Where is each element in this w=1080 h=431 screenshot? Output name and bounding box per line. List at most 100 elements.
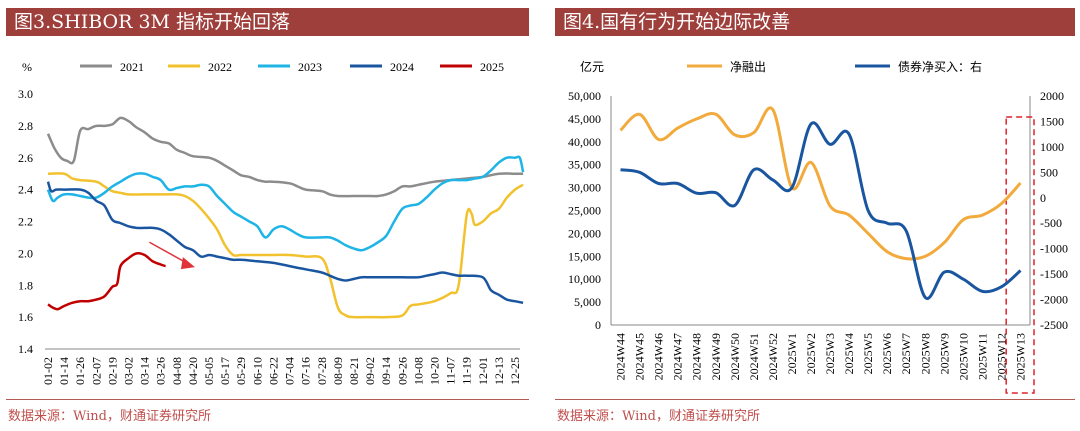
x-tick-label: 2024W44 xyxy=(614,333,628,380)
legend-label-2022: 2022 xyxy=(208,60,232,74)
left-y-tick-label: 20,000 xyxy=(568,226,601,240)
x-tick-label: 12-25 xyxy=(508,357,522,385)
right-y-tick-label: -2000 xyxy=(1040,293,1068,307)
y-tick-label: 2.4 xyxy=(18,183,33,197)
legend-label-bond-buying: 债券净买入：右 xyxy=(898,59,982,74)
x-tick-label: 2025W13 xyxy=(1013,333,1027,380)
x-tick-label: 11-19 xyxy=(460,357,474,385)
x-tick-label: 08-21 xyxy=(347,357,361,385)
series-line-2022 xyxy=(47,172,524,319)
x-tick-label: 2025W2 xyxy=(804,333,818,374)
x-tick-label: 05-29 xyxy=(234,357,248,385)
right-footer-rule xyxy=(555,399,1075,400)
x-tick-label: 2024W48 xyxy=(690,333,704,380)
x-tick-label: 2025W12 xyxy=(994,333,1008,380)
left-y-tick-label: 5,000 xyxy=(574,295,601,309)
x-tick-label: 2025W3 xyxy=(823,333,837,374)
left-y-tick-label: 15,000 xyxy=(568,249,601,263)
left-y-tick-label: 0 xyxy=(595,318,601,332)
x-tick-label: 2025W1 xyxy=(785,333,799,374)
right-y-tick-label: 500 xyxy=(1040,165,1058,179)
x-tick-label: 2025W8 xyxy=(918,333,932,374)
x-tick-label: 2024W47 xyxy=(671,333,685,380)
highlight-box xyxy=(1005,116,1035,394)
x-tick-label: 07-28 xyxy=(315,357,329,385)
legend-label-2021: 2021 xyxy=(120,60,144,74)
x-tick-label: 2025W11 xyxy=(975,333,989,380)
right-source-note: 数据来源：Wind，财通证券研究所 xyxy=(557,409,760,424)
y-tick-label: 2.2 xyxy=(18,215,33,229)
x-tick-label: 10-20 xyxy=(427,357,441,385)
y-tick-label: 2.0 xyxy=(18,246,33,260)
x-tick-label: 08-09 xyxy=(331,357,345,385)
x-tick-label: 02-07 xyxy=(89,357,103,385)
x-tick-label: 02-19 xyxy=(105,357,119,385)
x-tick-label: 09-26 xyxy=(395,357,409,385)
y-tick-label: 1.8 xyxy=(18,278,33,292)
left-y-tick-label: 30,000 xyxy=(568,181,601,195)
x-tick-label: 03-26 xyxy=(154,357,168,385)
state-bank-behavior-chart: 亿元 0 5,000 10,000 15,000 20,000 25,000 30,000 35… xyxy=(568,59,1068,394)
x-tick-label: 01-14 xyxy=(57,357,71,385)
x-tick-label: 2025W6 xyxy=(880,333,894,374)
series-line-net-lending xyxy=(619,106,1022,261)
right-y-tick-label: -1000 xyxy=(1040,242,1068,256)
left-y-tick-label: 25,000 xyxy=(568,204,601,218)
x-tick-label: 2025W7 xyxy=(899,333,913,374)
x-tick-label: 2024W49 xyxy=(709,333,723,380)
left-panel-title: 图3.SHIBOR 3M 指标开始回落 xyxy=(6,8,529,36)
x-tick-label: 2024W45 xyxy=(633,333,647,380)
x-tick-label: 10-08 xyxy=(411,357,425,385)
y-tick-label: 3.0 xyxy=(18,87,33,101)
left-source-note: 数据来源：Wind，财通证券研究所 xyxy=(8,409,211,424)
series-line-bond-buying xyxy=(620,121,1022,301)
x-tick-label: 12-13 xyxy=(492,357,506,385)
left-y-tick-label: 50,000 xyxy=(568,89,601,103)
x-tick-label: 06-22 xyxy=(266,357,280,385)
x-tick-label: 05-05 xyxy=(202,357,216,385)
y-tick-label: 1.4 xyxy=(18,342,33,356)
series-line-2025 xyxy=(47,251,166,311)
left-axis-unit: 亿元 xyxy=(580,59,604,74)
left-y-tick-label: 40,000 xyxy=(568,135,601,149)
x-tick-label: 07-04 xyxy=(283,357,297,385)
x-tick-label: 2025W4 xyxy=(842,333,856,374)
x-tick-label: 03-14 xyxy=(138,357,152,385)
right-y-tick-label: -500 xyxy=(1040,216,1062,230)
x-tick-label: 2024W46 xyxy=(652,333,666,380)
right-panel-title: 图4.国有行为开始边际改善 xyxy=(555,8,1075,36)
x-tick-label: 01-26 xyxy=(73,357,87,385)
right-y-tick-label: 2000 xyxy=(1040,89,1064,103)
x-tick-label: 05-17 xyxy=(218,357,232,385)
trend-arrow-head xyxy=(180,257,195,270)
x-tick-label: 06-10 xyxy=(250,357,264,385)
shibor-line-chart: % 1.4 1.6 1.8 2.0 2.2 2.4 2.6 2.8 3.0 01-02 01-14 01… xyxy=(18,60,525,385)
legend-label-2024: 2024 xyxy=(390,60,414,74)
legend-label-net-lending: 净融出 xyxy=(730,60,766,74)
left-y-tick-label: 35,000 xyxy=(568,158,601,172)
x-tick-label: 04-08 xyxy=(170,357,184,385)
right-y-tick-label: 1500 xyxy=(1040,114,1064,128)
x-tick-label: 2024W51 xyxy=(747,333,761,380)
y-axis-unit: % xyxy=(22,60,32,74)
y-tick-label: 1.6 xyxy=(18,310,33,324)
x-tick-label: 12-01 xyxy=(476,357,490,385)
x-tick-label: 2024W50 xyxy=(728,333,742,380)
series-line-2021 xyxy=(46,116,524,198)
left-y-tick-label: 45,000 xyxy=(568,112,601,126)
trend-arrow-line xyxy=(149,241,188,264)
series-line-2024 xyxy=(46,181,524,305)
x-tick-label: 07-16 xyxy=(299,357,313,385)
x-tick-label: 11-07 xyxy=(444,357,458,385)
right-y-tick-label: -1500 xyxy=(1040,267,1068,281)
x-tick-label: 2024W52 xyxy=(766,333,780,380)
right-y-tick-label: 1000 xyxy=(1040,140,1064,154)
x-tick-label: 03-02 xyxy=(122,357,136,385)
series-line-2023 xyxy=(46,155,525,252)
x-tick-label: 09-14 xyxy=(379,357,393,385)
right-y-tick-label: 0 xyxy=(1040,191,1046,205)
left-y-tick-label: 10,000 xyxy=(568,272,601,286)
right-y-tick-label: -2500 xyxy=(1040,318,1068,332)
x-tick-label: 2025W10 xyxy=(956,333,970,380)
left-footer-rule xyxy=(6,399,529,400)
